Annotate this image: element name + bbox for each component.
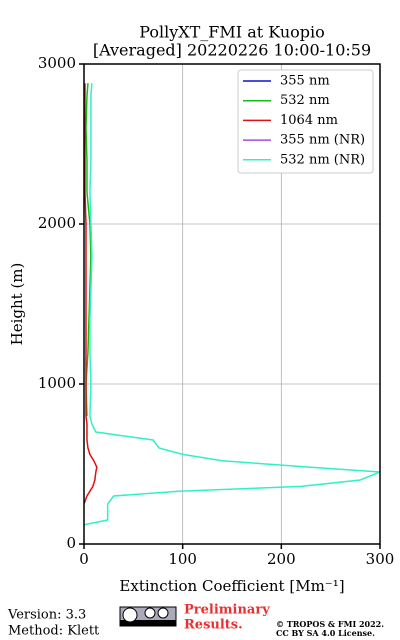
axes-frame [83,63,381,545]
plot [84,83,380,526]
legend-label: 532 nm (NR) [280,152,365,167]
y-tick-label: 2000 [38,214,76,232]
legend-label: 355 nm [280,74,330,89]
x-tick-label: 100 [168,550,197,568]
profile-line [84,83,98,505]
profile-line [84,83,380,526]
legend-label: 532 nm [280,93,330,108]
license: CC BY SA 4.0 License. [276,628,375,638]
profile-line [85,83,92,417]
chart-title: PollyXT_FMI at Kuopio [139,23,325,42]
y-tick-label: 3000 [38,54,76,72]
copyright: © TROPOS & FMI 2022. [276,619,384,629]
x-axis-label: Extinction Coefficient [Mm⁻¹] [119,577,344,595]
x-tick-label: 200 [267,550,296,568]
y-tick-label: 1000 [38,374,76,392]
y-axis-label: Height (m) [8,263,26,346]
legend-box [237,69,374,174]
version: Version: 3.3 [7,608,86,623]
x-tick-label: 0 [79,550,89,568]
chart-subtitle: [Averaged] 20220226 10:00-10:59 [93,41,371,60]
x-tick-label: 300 [366,550,395,568]
notice: Results. [184,618,243,633]
notice: Preliminary [184,603,270,618]
y-tick-label: 0 [66,534,76,552]
legend-label: 1064 nm [280,113,338,128]
license-logo [119,606,177,627]
method: Method: Klett [8,624,100,639]
legend-label: 355 nm (NR) [280,133,365,148]
